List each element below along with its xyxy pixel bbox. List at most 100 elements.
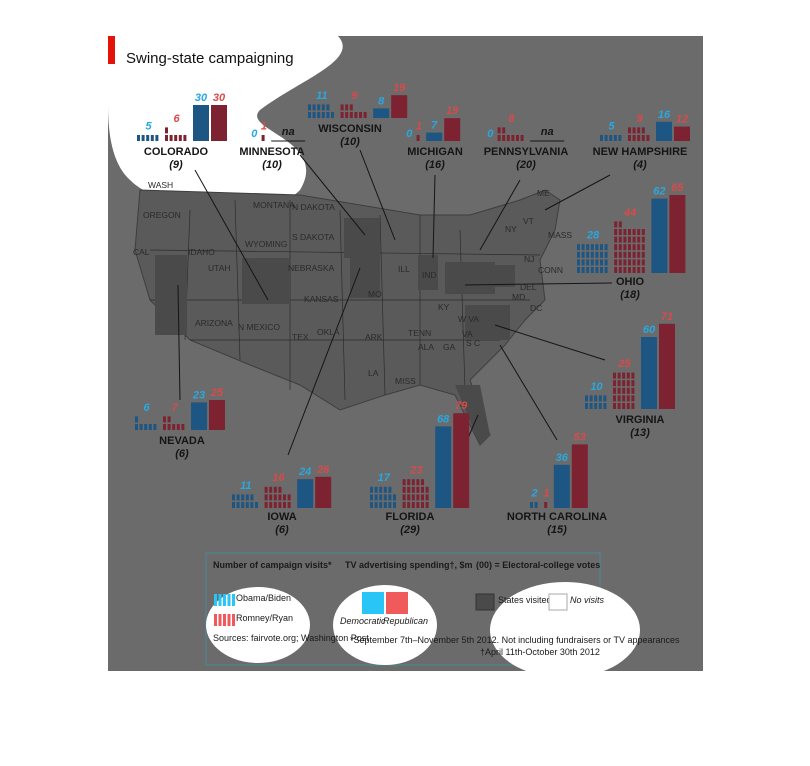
visit-tick [617, 395, 621, 402]
visit-tick [622, 395, 626, 402]
visit-tick [425, 486, 429, 493]
state-name: FLORIDA [386, 511, 435, 523]
visit-count: 11 [240, 480, 251, 492]
visit-tick [603, 403, 607, 409]
visit-tick [646, 135, 650, 141]
map-label: MONTANA [253, 200, 295, 210]
visit-tick [614, 251, 618, 258]
visit-tick [614, 244, 618, 251]
visit-tick [617, 403, 621, 409]
visit-tick [613, 372, 616, 379]
visit-tick [641, 267, 645, 273]
visit-count: 44 [623, 207, 636, 219]
electoral-votes: (29) [400, 524, 420, 536]
map-label: TEX [292, 332, 309, 342]
visit-tick [618, 135, 622, 141]
visit-tick [287, 502, 291, 508]
visit-tick [273, 486, 277, 493]
visit-tick [150, 135, 154, 141]
legend-spending-title: TV advertising spending†, $m [345, 560, 473, 570]
visit-tick [402, 486, 406, 493]
visit-tick [264, 486, 268, 493]
visited-states [155, 218, 515, 445]
legend-electoral: (00) = Electoral-college votes [476, 560, 600, 570]
visit-tick [374, 502, 378, 508]
state-name: NEW HAMPSHIRE [593, 146, 688, 158]
legend-tick [227, 594, 231, 606]
visit-tick [407, 486, 411, 493]
visit-tick [641, 251, 645, 258]
visit-tick [402, 502, 406, 508]
visit-count: 1 [261, 120, 267, 132]
visit-tick [613, 380, 616, 387]
visit-tick [594, 403, 598, 409]
visit-count: 8 [508, 113, 515, 125]
visit-tick [586, 259, 590, 266]
visit-tick [618, 236, 622, 243]
visit-tick [641, 135, 645, 141]
spending-bar [669, 195, 686, 273]
visit-tick [388, 502, 392, 508]
visit-count: 2 [531, 487, 538, 499]
visit-count: 5 [145, 120, 152, 132]
visit-tick [598, 395, 602, 402]
visit-tick [628, 127, 631, 134]
visit-tick [172, 424, 176, 430]
visit-tick [613, 403, 616, 409]
visit-tick [632, 135, 636, 141]
highlight [333, 585, 437, 665]
visit-tick [632, 127, 636, 134]
visit-tick [411, 494, 415, 501]
visit-tick [628, 229, 631, 235]
visit-tick [278, 502, 282, 508]
legend-tick [227, 614, 231, 626]
electoral-votes: (10) [262, 159, 282, 171]
visit-tick [167, 424, 171, 430]
visit-tick [628, 259, 631, 266]
spending-bar [674, 126, 690, 141]
map-label: NJ [524, 254, 534, 264]
visit-tick [250, 494, 254, 501]
electoral-votes: (18) [620, 289, 640, 301]
visit-tick [628, 236, 631, 243]
map-label: KANSAS [304, 294, 339, 304]
spending-bar [571, 444, 588, 508]
map-label: VT [523, 216, 534, 226]
visit-tick [497, 127, 501, 134]
visit-tick [628, 251, 631, 258]
visit-tick [165, 127, 168, 134]
electoral-votes: (6) [175, 448, 189, 460]
visit-tick [379, 502, 383, 508]
visit-tick [393, 494, 396, 501]
visit-tick [241, 494, 245, 501]
visit-tick [637, 127, 641, 134]
visit-tick [407, 494, 411, 501]
visit-tick [623, 259, 627, 266]
visit-tick [236, 502, 240, 508]
visit-tick [641, 236, 645, 243]
spending-value: 36 [556, 452, 569, 464]
electoral-votes: (6) [275, 524, 289, 536]
spending-value: 19 [446, 105, 459, 117]
visit-tick [176, 424, 180, 430]
visit-tick [614, 229, 618, 235]
visit-tick [379, 486, 383, 493]
map-label: LA [368, 368, 379, 378]
visit-tick [370, 486, 373, 493]
visit-tick [326, 112, 330, 118]
visit-tick [340, 112, 344, 118]
map-label: DEL [520, 282, 537, 292]
visit-tick [603, 395, 607, 402]
visit-tick [411, 479, 415, 486]
visit-tick [370, 494, 373, 501]
visit-tick [502, 135, 506, 141]
visit-tick [232, 494, 235, 501]
spending-bar [211, 105, 227, 141]
map-label: ILL [398, 264, 410, 274]
visit-tick [534, 502, 538, 508]
map-label: WASH [148, 180, 173, 190]
map-label: OKLA [317, 327, 340, 337]
visit-tick [273, 502, 277, 508]
visit-tick [631, 395, 635, 402]
legend-tick [223, 594, 226, 606]
